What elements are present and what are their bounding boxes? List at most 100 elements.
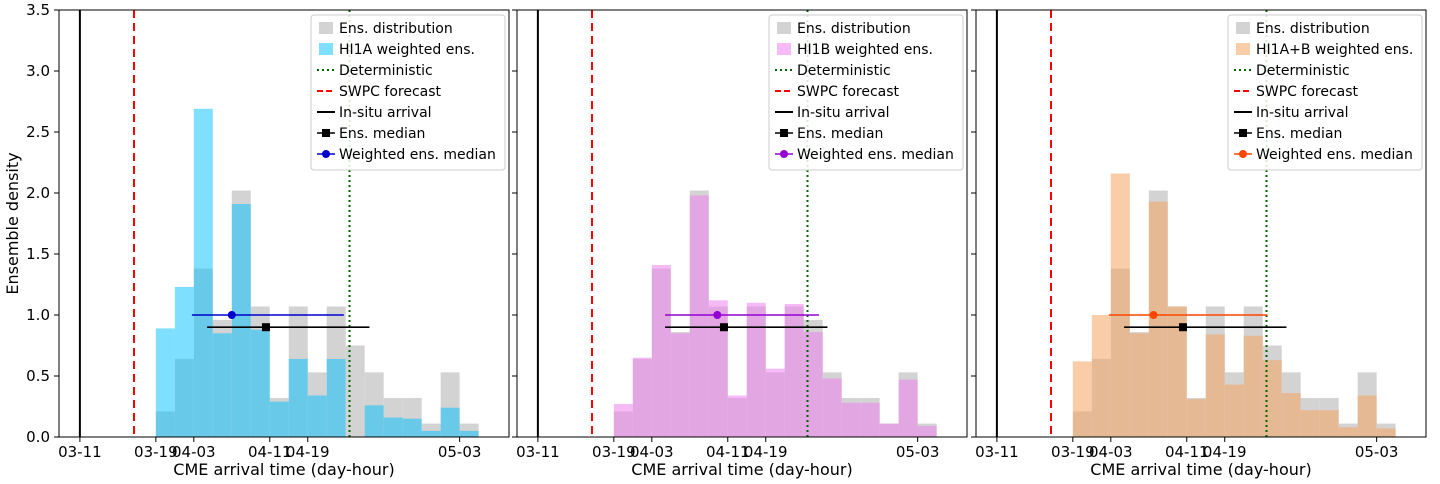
- legend-label: HI1A+B weighted ens.: [1256, 42, 1413, 58]
- histogram-bar: [1338, 427, 1358, 437]
- y-tick-label: 3.0: [26, 62, 50, 80]
- histogram-bar: [689, 195, 709, 437]
- x-tick-label: 04-19: [744, 443, 788, 461]
- legend-label: Ens. distribution: [797, 21, 911, 37]
- histogram-bar: [670, 333, 690, 437]
- histogram-bar: [898, 379, 918, 437]
- histogram-bar: [1376, 428, 1396, 437]
- series-weighted-ens: [155, 108, 479, 437]
- histogram-bar: [1357, 395, 1377, 437]
- histogram-bar: [421, 430, 441, 437]
- legend: Ens. distribution HI1B weighted ens. Deter…: [768, 14, 964, 171]
- legend-label: Weighted ens. median: [339, 147, 496, 163]
- x-tick-label: 04-11: [1165, 443, 1209, 461]
- histogram-bar: [402, 418, 422, 437]
- y-tick-label: 0.5: [26, 367, 50, 385]
- x-tick-label: 04-19: [1203, 443, 1247, 461]
- legend-box: [1227, 14, 1423, 171]
- histogram-bar: [1091, 315, 1111, 437]
- y-tick-label: 0.0: [26, 428, 50, 446]
- histogram-bar: [345, 345, 365, 437]
- legend-label: Weighted ens. median: [1256, 147, 1413, 163]
- x-tick-label: 04-03: [1089, 443, 1133, 461]
- x-tick-label: 05-03: [896, 443, 940, 461]
- legend-label: In-situ arrival: [1256, 105, 1349, 121]
- series-weighted-ens: [613, 195, 937, 437]
- legend-marker-weighted-median: [1239, 150, 1247, 158]
- histogram-bar: [383, 417, 403, 437]
- histogram-bar: [727, 395, 747, 437]
- legend-label: Deterministic: [797, 63, 891, 79]
- histogram-bar: [212, 333, 232, 437]
- weighted-median-marker: [1149, 311, 1158, 319]
- legend: Ens. distribution HI1A+B weighted ens. Det…: [1227, 14, 1423, 171]
- histogram-bar: [1110, 173, 1130, 438]
- histogram-bar: [765, 368, 785, 437]
- x-tick-label: 05-03: [1355, 443, 1399, 461]
- legend-label: Weighted ens. median: [797, 147, 954, 163]
- x-axis-label: CME arrival time (day-hour): [1090, 460, 1311, 479]
- weighted-median-marker: [713, 311, 722, 319]
- legend-swatch-weighted-ens: [1236, 43, 1250, 55]
- histogram-bar: [174, 286, 194, 437]
- histogram-bar: [632, 357, 652, 437]
- legend-swatch-weighted-ens: [777, 43, 791, 55]
- y-tick-label: 1.0: [26, 306, 50, 324]
- legend-box: [310, 14, 506, 171]
- legend-label: Deterministic: [339, 63, 433, 79]
- histogram-bar: [860, 402, 880, 437]
- histogram-bar: [613, 404, 633, 437]
- histogram-bar: [1148, 201, 1168, 437]
- ens-median-marker: [1178, 323, 1187, 332]
- legend-label: In-situ arrival: [339, 105, 432, 121]
- legend-marker-weighted-median: [322, 150, 330, 158]
- y-tick-label: 3.5: [26, 1, 50, 19]
- legend-marker-ens-median: [1239, 129, 1247, 137]
- legend-label: Deterministic: [1256, 63, 1350, 79]
- x-axis-label: CME arrival time (day-hour): [173, 460, 394, 479]
- y-tick-label: 2.5: [26, 123, 50, 141]
- legend-swatch-ens-distribution: [319, 22, 333, 34]
- x-tick-label: 04-19: [286, 443, 330, 461]
- y-tick-label: 2.0: [26, 184, 50, 202]
- legend-box: [768, 14, 964, 171]
- histogram-bar: [1300, 410, 1320, 437]
- histogram-bar: [1205, 334, 1225, 437]
- x-tick-label: 03-11: [516, 443, 560, 461]
- legend-label: Ens. distribution: [339, 21, 453, 37]
- legend-label: Ens. median: [1256, 126, 1342, 142]
- histogram-bar: [459, 430, 479, 437]
- histogram-bar: [651, 264, 671, 437]
- histogram-bar: [250, 329, 270, 437]
- histogram-bar: [1262, 360, 1282, 437]
- legend-label: SWPC forecast: [797, 84, 900, 100]
- y-axis-label: Ensemble density: [3, 152, 22, 294]
- y-tick-label: 1.5: [26, 245, 50, 263]
- ens-median-marker: [261, 323, 270, 332]
- histogram-bar: [1072, 361, 1092, 437]
- ens-median-marker: [719, 323, 728, 332]
- histogram-bar: [269, 401, 289, 437]
- x-tick-label: 05-03: [438, 443, 482, 461]
- histogram-bar: [231, 203, 251, 437]
- legend: Ens. distribution HI1A weighted ens. Deter…: [310, 14, 506, 171]
- histogram-bar: [1167, 306, 1187, 437]
- histogram-bar: [708, 300, 728, 437]
- axes-frame: [58, 9, 510, 438]
- histogram-bar: [1186, 399, 1206, 437]
- histogram-bar: [784, 304, 804, 437]
- histogram-bar: [1319, 410, 1339, 437]
- x-tick-label: 04-03: [172, 443, 216, 461]
- histogram-bar: [288, 358, 308, 437]
- x-tick-label: 03-11: [975, 443, 1019, 461]
- legend-swatch-ens-distribution: [777, 22, 791, 34]
- x-tick-label: 04-03: [630, 443, 674, 461]
- x-tick-label: 03-19: [1051, 443, 1095, 461]
- legend-swatch-weighted-ens: [319, 43, 333, 55]
- x-tick-label: 03-11: [58, 443, 102, 461]
- legend-label: HI1A weighted ens.: [339, 42, 475, 58]
